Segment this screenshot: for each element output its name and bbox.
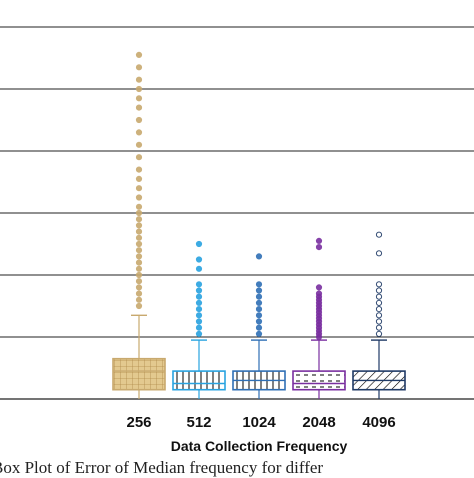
outlier-point: [375, 312, 383, 319]
x-tick-label: 2048: [302, 414, 335, 431]
outlier-point: [135, 185, 143, 192]
outlier-point: [375, 306, 383, 313]
outlier-point: [315, 290, 323, 297]
outlier-point: [135, 253, 143, 260]
outlier-point: [135, 194, 143, 201]
outlier-point: [135, 154, 143, 161]
box-4096: [352, 231, 406, 399]
outlier-point: [135, 141, 143, 148]
outlier-point: [255, 330, 263, 337]
outlier-point: [135, 302, 143, 310]
outlier-point: [135, 175, 143, 182]
box-body: [112, 357, 166, 391]
box-1024: [232, 253, 286, 399]
outlier-point: [135, 95, 143, 102]
outlier-point: [315, 284, 323, 291]
x-tick-label: 1024: [242, 414, 276, 431]
outlier-point: [375, 281, 383, 288]
outlier-point: [135, 265, 143, 272]
outlier-point: [195, 240, 203, 248]
outlier-point: [135, 284, 143, 291]
outlier-point: [135, 234, 143, 241]
outlier-point: [195, 265, 203, 272]
outlier-point: [255, 293, 263, 300]
outlier-point: [315, 237, 323, 244]
outlier-point: [255, 287, 263, 294]
outlier-point: [195, 256, 203, 263]
x-tick-label: 512: [186, 414, 211, 431]
outlier-point: [135, 216, 143, 223]
outlier-point: [135, 222, 143, 229]
box-body: [292, 370, 346, 391]
outlier-point: [195, 281, 203, 288]
outlier-point: [315, 244, 323, 251]
outlier-point: [375, 231, 383, 238]
x-tick-label: 256: [126, 414, 151, 431]
outlier-point: [135, 76, 143, 83]
outlier-point: [195, 293, 203, 300]
outlier-point: [195, 287, 203, 294]
outlier-point: [375, 324, 383, 331]
outlier-point: [255, 318, 263, 325]
outlier-point: [195, 312, 203, 319]
outlier-point: [195, 318, 203, 325]
outlier-point: [135, 104, 143, 111]
outlier-point: [255, 299, 263, 306]
outlier-point: [375, 318, 383, 325]
outlier-point: [375, 293, 383, 300]
outlier-point: [135, 296, 143, 303]
outlier-point: [135, 228, 143, 235]
outlier-point: [135, 278, 143, 285]
outlier-point: [135, 203, 143, 210]
outlier-point: [135, 290, 143, 297]
outlier-point: [195, 324, 203, 331]
outlier-point: [135, 166, 143, 173]
outlier-point: [135, 209, 143, 217]
outlier-point: [375, 299, 383, 306]
box-512: [172, 240, 226, 399]
x-tick-label: 4096: [362, 414, 395, 431]
outlier-point: [255, 312, 263, 319]
boxes: [112, 51, 406, 399]
outlier-point: [135, 259, 143, 266]
outlier-point: [375, 250, 383, 257]
outlier-point: [195, 299, 203, 306]
x-tick-labels: 256 512 1024 2048 4096: [126, 414, 395, 431]
outlier-point: [255, 324, 263, 331]
outlier-point: [135, 240, 143, 248]
outlier-point: [135, 247, 143, 254]
outlier-point: [255, 253, 263, 260]
box-body: [172, 370, 226, 391]
outlier-point: [375, 287, 383, 294]
outlier-point: [135, 129, 143, 136]
figure-caption: Box Plot of Error of Median frequency fo…: [0, 458, 324, 477]
outlier-point: [255, 281, 263, 288]
outlier-point: [135, 271, 143, 279]
outlier-point: [195, 330, 203, 337]
box-256: [112, 51, 166, 399]
outlier-point: [135, 116, 143, 124]
outlier-point: [255, 306, 263, 313]
outlier-point: [135, 51, 143, 59]
outlier-point: [375, 330, 383, 337]
outlier-point: [135, 85, 143, 93]
gridlines: [0, 26, 474, 400]
x-axis-title: Data Collection Frequency: [171, 438, 348, 454]
box-2048: [292, 237, 346, 399]
outlier-point: [135, 64, 143, 71]
outlier-point: [195, 306, 203, 313]
